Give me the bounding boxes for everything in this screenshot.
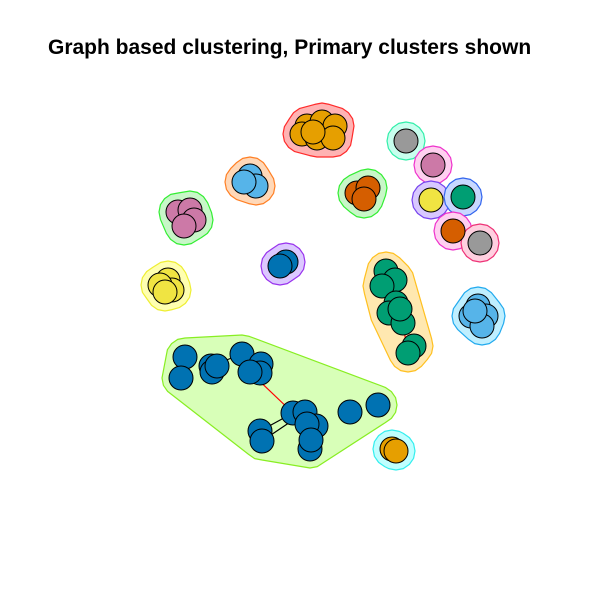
graph-node bbox=[249, 428, 275, 454]
graph-node bbox=[298, 427, 324, 453]
graph-node bbox=[152, 279, 178, 305]
graph-node bbox=[168, 365, 194, 391]
graph-node bbox=[300, 119, 326, 145]
graph-node bbox=[365, 392, 391, 418]
chart-title: Graph based clustering, Primary clusters… bbox=[48, 36, 532, 59]
graph-node bbox=[387, 296, 413, 322]
graph-node bbox=[171, 213, 197, 239]
graph-node bbox=[462, 298, 488, 324]
graph-node bbox=[450, 184, 476, 210]
graph-node bbox=[337, 399, 363, 425]
graph-node bbox=[418, 187, 444, 213]
graph-node bbox=[440, 218, 466, 244]
graph-node bbox=[383, 438, 409, 464]
graph-node bbox=[369, 273, 395, 299]
graph-node bbox=[351, 186, 377, 212]
graph-node bbox=[467, 230, 493, 256]
graph-node bbox=[237, 359, 263, 385]
graph-node bbox=[393, 128, 419, 154]
graph-node bbox=[395, 340, 421, 366]
graph-node bbox=[231, 169, 257, 195]
graph-node bbox=[420, 152, 446, 178]
graph-node bbox=[172, 344, 198, 370]
graph-node bbox=[204, 353, 230, 379]
graph-node bbox=[267, 253, 293, 279]
